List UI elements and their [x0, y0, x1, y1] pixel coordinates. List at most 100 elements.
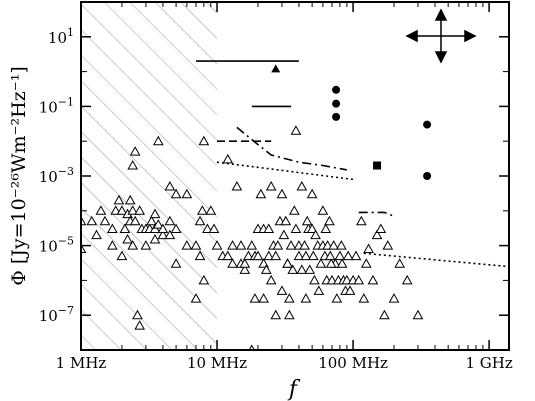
open-triangle-point — [202, 223, 213, 233]
open-triangle-point — [296, 180, 308, 191]
open-triangle-point — [81, 215, 87, 226]
x-tick-label: 10 MHz — [187, 354, 247, 372]
open-triangle-point — [124, 194, 136, 205]
open-triangle-point — [152, 219, 164, 229]
open-triangle-point — [263, 250, 275, 261]
open-triangle-point — [290, 125, 302, 135]
open-triangle-point — [328, 240, 340, 250]
open-triangle-point — [324, 250, 336, 261]
open-triangle-point — [190, 293, 202, 303]
x-tick-label: 100 MHz — [318, 354, 388, 372]
open-triangle-point — [342, 250, 354, 261]
open-triangle-point — [134, 205, 146, 215]
open-triangle-point — [270, 309, 282, 320]
open-triangle-point — [239, 264, 251, 274]
open-triangle-point — [197, 205, 208, 215]
open-triangle-point — [307, 250, 319, 261]
x-axis-label: f — [287, 377, 301, 401]
open-triangle-point — [205, 205, 217, 215]
open-triangle-point — [149, 233, 161, 244]
ticks-layer: 1 MHz 10 MHz 100 MHz 1 GHz 101 10−1 10−3 10−5 10… — [39, 1, 513, 372]
filled-circle-point — [423, 120, 432, 129]
filled-circle-point — [423, 172, 432, 180]
open-triangle-point — [198, 135, 210, 146]
filled-circle-point — [332, 99, 341, 108]
open-triangle-point — [91, 229, 102, 240]
open-triangle-point — [152, 135, 164, 146]
y-tick-label: 10−3 — [39, 165, 74, 186]
open-triangle-point — [119, 223, 131, 233]
open-triangle-point — [99, 215, 111, 226]
open-triangle-point — [341, 274, 353, 285]
open-triangle-point — [113, 194, 125, 205]
open-triangle-point — [367, 274, 379, 285]
y-tick-label: 10−5 — [39, 235, 74, 256]
open-triangle-point — [350, 250, 362, 261]
filled-square-point — [373, 161, 382, 170]
open-triangle-point — [306, 188, 318, 199]
open-triangle-point — [300, 293, 312, 303]
open-triangle-point — [287, 264, 299, 274]
open-triangle-point — [164, 215, 176, 226]
open-triangle-point — [127, 205, 139, 215]
x-tick-label: 1 MHz — [56, 354, 107, 372]
y-tick-label: 101 — [48, 26, 74, 47]
open-triangle-point — [231, 180, 243, 191]
open-triangle-point — [283, 293, 295, 303]
open-triangle-point — [309, 274, 320, 285]
open-triangle-point — [252, 250, 264, 261]
open-triangle-point — [363, 243, 374, 253]
y-axis-label: Φ [Jy=10⁻²⁶Wm⁻²Hz⁻¹] — [8, 66, 30, 286]
open-triangle-point — [157, 229, 169, 240]
lines-layer — [196, 60, 509, 268]
open-triangle-point — [299, 240, 310, 250]
open-triangle-point — [239, 258, 251, 268]
open-triangle-point — [260, 264, 272, 274]
open-triangle-point — [265, 180, 277, 191]
open-triangle-point — [211, 240, 223, 250]
open-triangle-point — [127, 160, 139, 170]
open-triangle-point — [255, 188, 267, 199]
open-triangle-point — [106, 223, 118, 233]
open-triangle-point — [127, 240, 139, 250]
open-triangle-point — [296, 264, 308, 274]
open-triangle-point — [334, 250, 346, 261]
open-triangle-point — [258, 293, 269, 303]
open-triangle-point — [280, 215, 292, 226]
open-triangle-point — [310, 229, 321, 240]
open-triangle-point — [324, 215, 335, 226]
open-triangle-point — [170, 188, 182, 199]
open-triangle-point — [246, 240, 258, 250]
open-triangle-point — [263, 223, 275, 233]
open-triangle-point — [146, 215, 157, 226]
open-triangle-point — [375, 223, 387, 233]
open-triangle-point — [198, 274, 210, 285]
open-triangle-point — [282, 258, 293, 268]
open-triangle-point — [358, 293, 370, 303]
open-triangle-point — [181, 240, 193, 250]
open-triangle-point — [222, 153, 234, 164]
open-triangle-point — [326, 274, 338, 285]
open-triangle-point — [353, 274, 365, 285]
open-triangle-point — [313, 285, 325, 295]
open-triangle-point — [379, 309, 390, 320]
open-triangle-point — [164, 180, 176, 191]
open-triangle-point — [208, 223, 220, 233]
open-triangle-point — [81, 243, 87, 253]
shaded-region — [81, 2, 218, 350]
open-triangle-point — [272, 240, 284, 250]
open-triangle-point — [355, 215, 367, 226]
direction-arrows-icon — [405, 8, 477, 64]
open-triangle-point — [170, 223, 182, 233]
open-triangle-point — [140, 240, 152, 250]
open-triangle-point — [401, 274, 413, 285]
open-triangle-point — [116, 205, 128, 215]
open-triangle-point — [320, 223, 332, 233]
open-triangle-point — [325, 258, 337, 268]
open-triangle-point — [331, 293, 343, 303]
open-triangle-point — [278, 229, 290, 240]
open-triangle-point — [315, 258, 327, 268]
open-triangle-point — [388, 293, 400, 303]
open-triangle-point — [170, 258, 182, 268]
open-triangle-point — [276, 285, 288, 295]
